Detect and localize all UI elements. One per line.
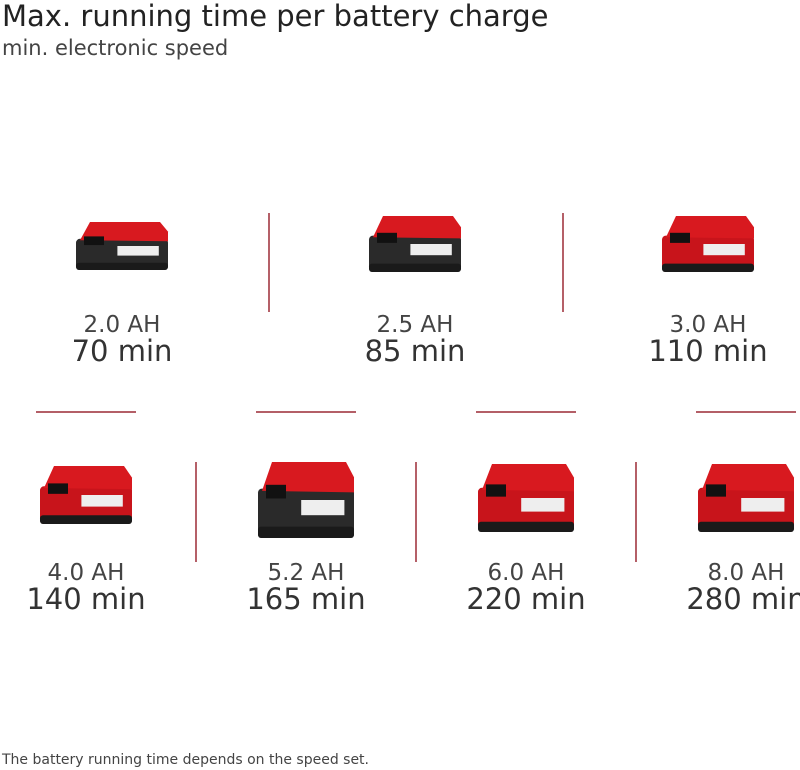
battery-label [301, 500, 345, 516]
battery-indicator [486, 484, 506, 497]
separators [36, 213, 796, 562]
battery-bottom [40, 515, 132, 524]
battery-label [410, 244, 452, 256]
battery-top [373, 216, 461, 239]
battery-icon [40, 466, 132, 524]
battery-icon [258, 462, 354, 538]
battery-label [81, 495, 123, 507]
capacity: 6.0 AH [488, 560, 565, 586]
battery-label [521, 498, 565, 512]
battery-indicator [266, 484, 286, 499]
battery-bottom [258, 526, 354, 538]
battery-indicator [48, 483, 68, 494]
battery-top [666, 216, 754, 239]
battery-label [117, 246, 159, 256]
battery-icon [478, 464, 574, 532]
footer: The battery running time depends on the … [1, 752, 369, 768]
battery-bottom [698, 521, 794, 532]
battery-icon [76, 222, 168, 270]
running-time: 220 min [466, 582, 585, 616]
running-time: 110 min [648, 334, 767, 368]
battery-bottom [369, 263, 461, 272]
capacity: 3.0 AH [670, 312, 747, 338]
running-time: 165 min [246, 582, 365, 616]
subtitle: min. electronic speed [2, 36, 228, 60]
battery-indicator [84, 236, 104, 246]
battery-indicator [670, 232, 690, 243]
battery-indicator [706, 484, 726, 497]
battery-icon [698, 464, 794, 532]
title: Max. running time per battery charge [2, 0, 548, 33]
capacity: 2.5 AH [377, 312, 454, 338]
battery-bottom [478, 521, 574, 532]
battery-bottom [76, 262, 168, 270]
battery-bottom [662, 263, 754, 272]
capacity: 4.0 AH [48, 560, 125, 586]
running-time: 140 min [26, 582, 145, 616]
battery-icon [662, 216, 754, 272]
battery-icon [369, 216, 461, 272]
capacity: 5.2 AH [268, 560, 345, 586]
battery-label [741, 498, 785, 512]
capacity: 2.0 AH [84, 312, 161, 338]
battery-label [703, 244, 745, 256]
capacity: 8.0 AH [708, 560, 785, 586]
running-time: 70 min [72, 334, 173, 368]
battery-indicator [377, 232, 397, 243]
running-time: 280 min [686, 582, 800, 616]
running-time: 85 min [365, 334, 466, 368]
